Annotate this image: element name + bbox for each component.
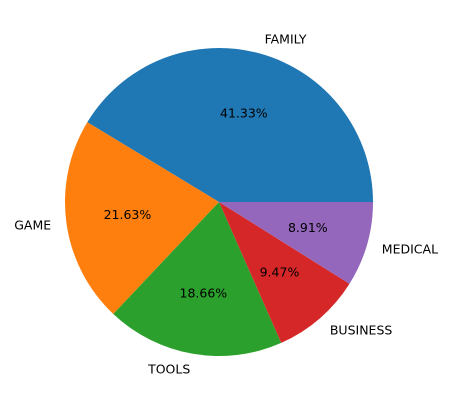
- pie-slices: [65, 48, 373, 356]
- pie-category-label-family: FAMILY: [265, 31, 307, 46]
- pie-percent-label-business: 9.47%: [260, 264, 300, 279]
- pie-percent-label-game: 21.63%: [104, 207, 152, 222]
- pie-category-label-medical: MEDICAL: [382, 241, 438, 256]
- pie-percent-label-medical: 8.91%: [288, 220, 328, 235]
- pie-percent-label-family: 41.33%: [220, 106, 268, 121]
- pie-category-label-tools: TOOLS: [147, 361, 190, 376]
- pie-category-label-game: GAME: [14, 217, 51, 232]
- pie-percent-label-tools: 18.66%: [180, 286, 228, 301]
- pie-category-label-business: BUSINESS: [330, 323, 393, 338]
